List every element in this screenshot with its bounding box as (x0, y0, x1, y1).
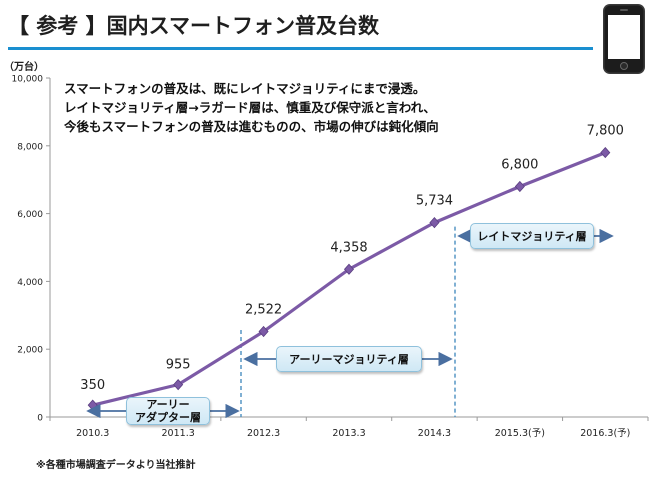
x-tick-label: 2012.3 (247, 428, 280, 439)
data-point-marker (343, 263, 355, 275)
y-axis-unit-label: （万台） (4, 60, 44, 73)
y-tick-label: 10,000 (12, 75, 44, 85)
data-value-label: 7,800 (587, 124, 624, 139)
early-majority-label: アーリーマジョリティ層 (289, 352, 409, 366)
early-adopter-label-line2: アダプター層 (135, 411, 201, 424)
data-point-marker (600, 146, 611, 159)
x-tick-label: 2013.3 (332, 428, 365, 439)
data-value-label: 955 (166, 358, 191, 373)
late-majority-box: レイトマジョリティ層 (470, 223, 594, 249)
x-tick-label: 2014.3 (418, 428, 451, 439)
early-adopter-label-line1: アーリー (146, 398, 190, 411)
data-value-label: 2,522 (245, 303, 282, 318)
y-tick-label: 0 (37, 414, 43, 424)
data-point-marker (87, 399, 98, 411)
x-tick-label: 2011.3 (162, 428, 195, 439)
chart-annotation: スマートフォンの普及は、既にレイトマジョリティにまで浸透。 レイトマジョリティ層… (64, 79, 439, 136)
y-tick-label: 4,000 (17, 278, 43, 288)
annotation-line: レイトマジョリティ層→ラガード層は、慎重及び保守派と言われ、 (64, 100, 436, 115)
page-title: 【 参考 】国内スマートフォン普及台数 (8, 14, 379, 38)
early-adopter-box: アーリー アダプター層 (126, 397, 210, 425)
data-point-marker (514, 180, 525, 193)
x-tick-label: 2016.3(予) (580, 428, 630, 439)
y-tick-label: 6,000 (17, 210, 43, 220)
data-value-label: 6,800 (501, 157, 538, 172)
data-value-label: 350 (80, 378, 105, 393)
title-underline (8, 47, 593, 50)
smartphone-icon (603, 4, 645, 74)
annotation-line: スマートフォンの普及は、既にレイトマジョリティにまで浸透。 (64, 81, 426, 96)
x-tick-label: 2015.3(予) (495, 428, 545, 439)
early-majority-box: アーリーマジョリティ層 (276, 346, 422, 372)
annotation-line: 今後もスマートフォンの普及は進むものの、市場の伸びは鈍化傾向 (64, 119, 439, 134)
late-majority-label: レイトマジョリティ層 (477, 229, 587, 243)
y-tick-label: 2,000 (17, 346, 43, 356)
data-point-marker (173, 379, 184, 391)
x-tick-label: 2010.3 (76, 428, 109, 439)
title-bar: 【 参考 】国内スマートフォン普及台数 (0, 0, 650, 62)
source-note: ※各種市場調査データより当社推計 (36, 460, 196, 471)
data-point-marker (258, 325, 269, 338)
y-tick-label: 8,000 (17, 142, 43, 152)
data-point-marker (429, 217, 440, 229)
data-value-label: 5,734 (416, 194, 453, 209)
data-value-label: 4,358 (330, 240, 367, 255)
